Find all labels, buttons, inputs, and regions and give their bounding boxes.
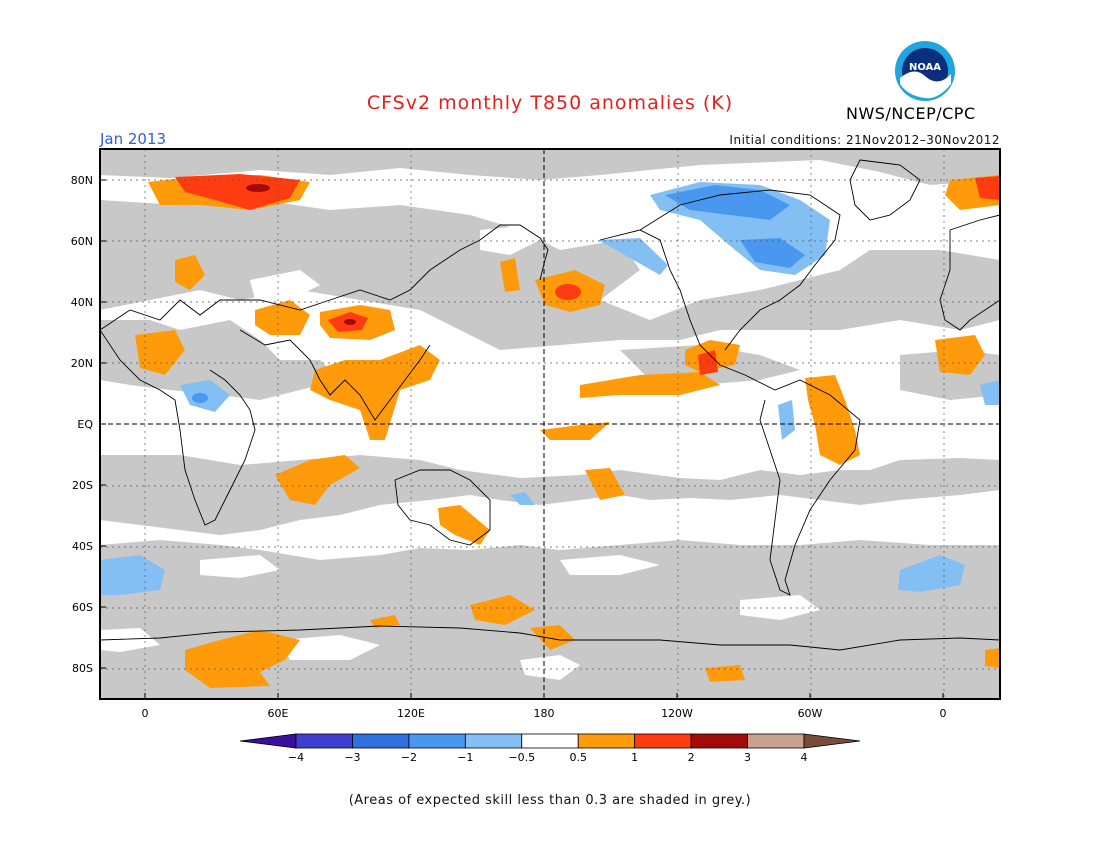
lat-tick-label: 40N (71, 296, 93, 309)
strong-warm-anomalies (175, 174, 1000, 375)
map-title: CFSv2 monthly T850 anomalies (K) (366, 92, 734, 114)
lat-tick-label: 80S (72, 662, 93, 675)
colorbar-tick-label: 4 (801, 751, 808, 764)
colorbar-swatch (577, 733, 636, 749)
colorbar-swatch (521, 733, 579, 749)
lon-tick-label: 120E (397, 707, 425, 720)
colorbar-tick-label: 1 (631, 751, 638, 764)
colorbar-swatch (295, 733, 353, 749)
colorbar-swatch (803, 733, 861, 749)
footnote: (Areas of expected skill less than 0.3 a… (348, 793, 752, 808)
equator-dateline (100, 149, 1000, 699)
lat-tick-label: 20N (71, 357, 93, 370)
lon-tick-label: 0 (940, 707, 947, 720)
coastlines (100, 159, 1000, 651)
lon-tick-label: 60W (798, 707, 823, 720)
colorbar-swatch (690, 733, 748, 749)
lat-tick-label: 60S (72, 601, 93, 614)
lat-tick-label: EQ (77, 418, 93, 431)
map-plot-area (100, 149, 1000, 699)
colorbar-tick-label: −1 (457, 751, 473, 764)
colorbar-swatch (408, 733, 466, 749)
colorbar-swatch (747, 733, 805, 749)
noaa-logo-icon: NOAA (895, 41, 955, 101)
very-strong-warm-anomalies (246, 184, 356, 325)
colorbar-swatch (239, 733, 297, 749)
lon-tick-label: 180 (534, 707, 555, 720)
colorbar-swatch (352, 733, 410, 749)
gridlines (100, 149, 1000, 699)
colorbar-swatch (464, 733, 523, 749)
month-label: Jan 2013 (100, 130, 167, 148)
initial-conditions: Initial conditions: 21Nov2012–30Nov2012 (729, 133, 1000, 147)
agency-label: NWS/NCEP/CPC (846, 104, 976, 123)
colorbar-tick-label: 0.5 (569, 751, 587, 764)
colorbar-tick-label: −0.5 (508, 751, 535, 764)
longitude-axis: 0 60E 120E 180 120W 60W 0 (142, 693, 947, 720)
colorbar-swatch (634, 733, 692, 749)
colorbar-tick-label: −3 (344, 751, 360, 764)
lat-tick-label: 20S (72, 479, 93, 492)
lon-tick-label: 0 (142, 707, 149, 720)
lat-tick-label: 80N (71, 174, 93, 187)
logo-text: NOAA (909, 62, 941, 73)
lon-tick-label: 60E (268, 707, 289, 720)
lon-tick-label: 120W (661, 707, 693, 720)
colorbar: −4 −3 −2 −1 −0.5 0.5 1 2 3 4 (239, 733, 861, 764)
moderate-cool-anomalies (192, 185, 805, 403)
colorbar-tick-label: 3 (744, 751, 751, 764)
colorbar-tick-label: −4 (288, 751, 304, 764)
colorbar-tick-label: 2 (688, 751, 695, 764)
lat-tick-label: 40S (72, 540, 93, 553)
latitude-axis: 80N 60N 40N 20N EQ 20S 40S 60S 80S (71, 174, 106, 675)
lat-tick-label: 60N (71, 235, 93, 248)
white-regions (100, 225, 820, 680)
colorbar-tick-label: −2 (401, 751, 417, 764)
